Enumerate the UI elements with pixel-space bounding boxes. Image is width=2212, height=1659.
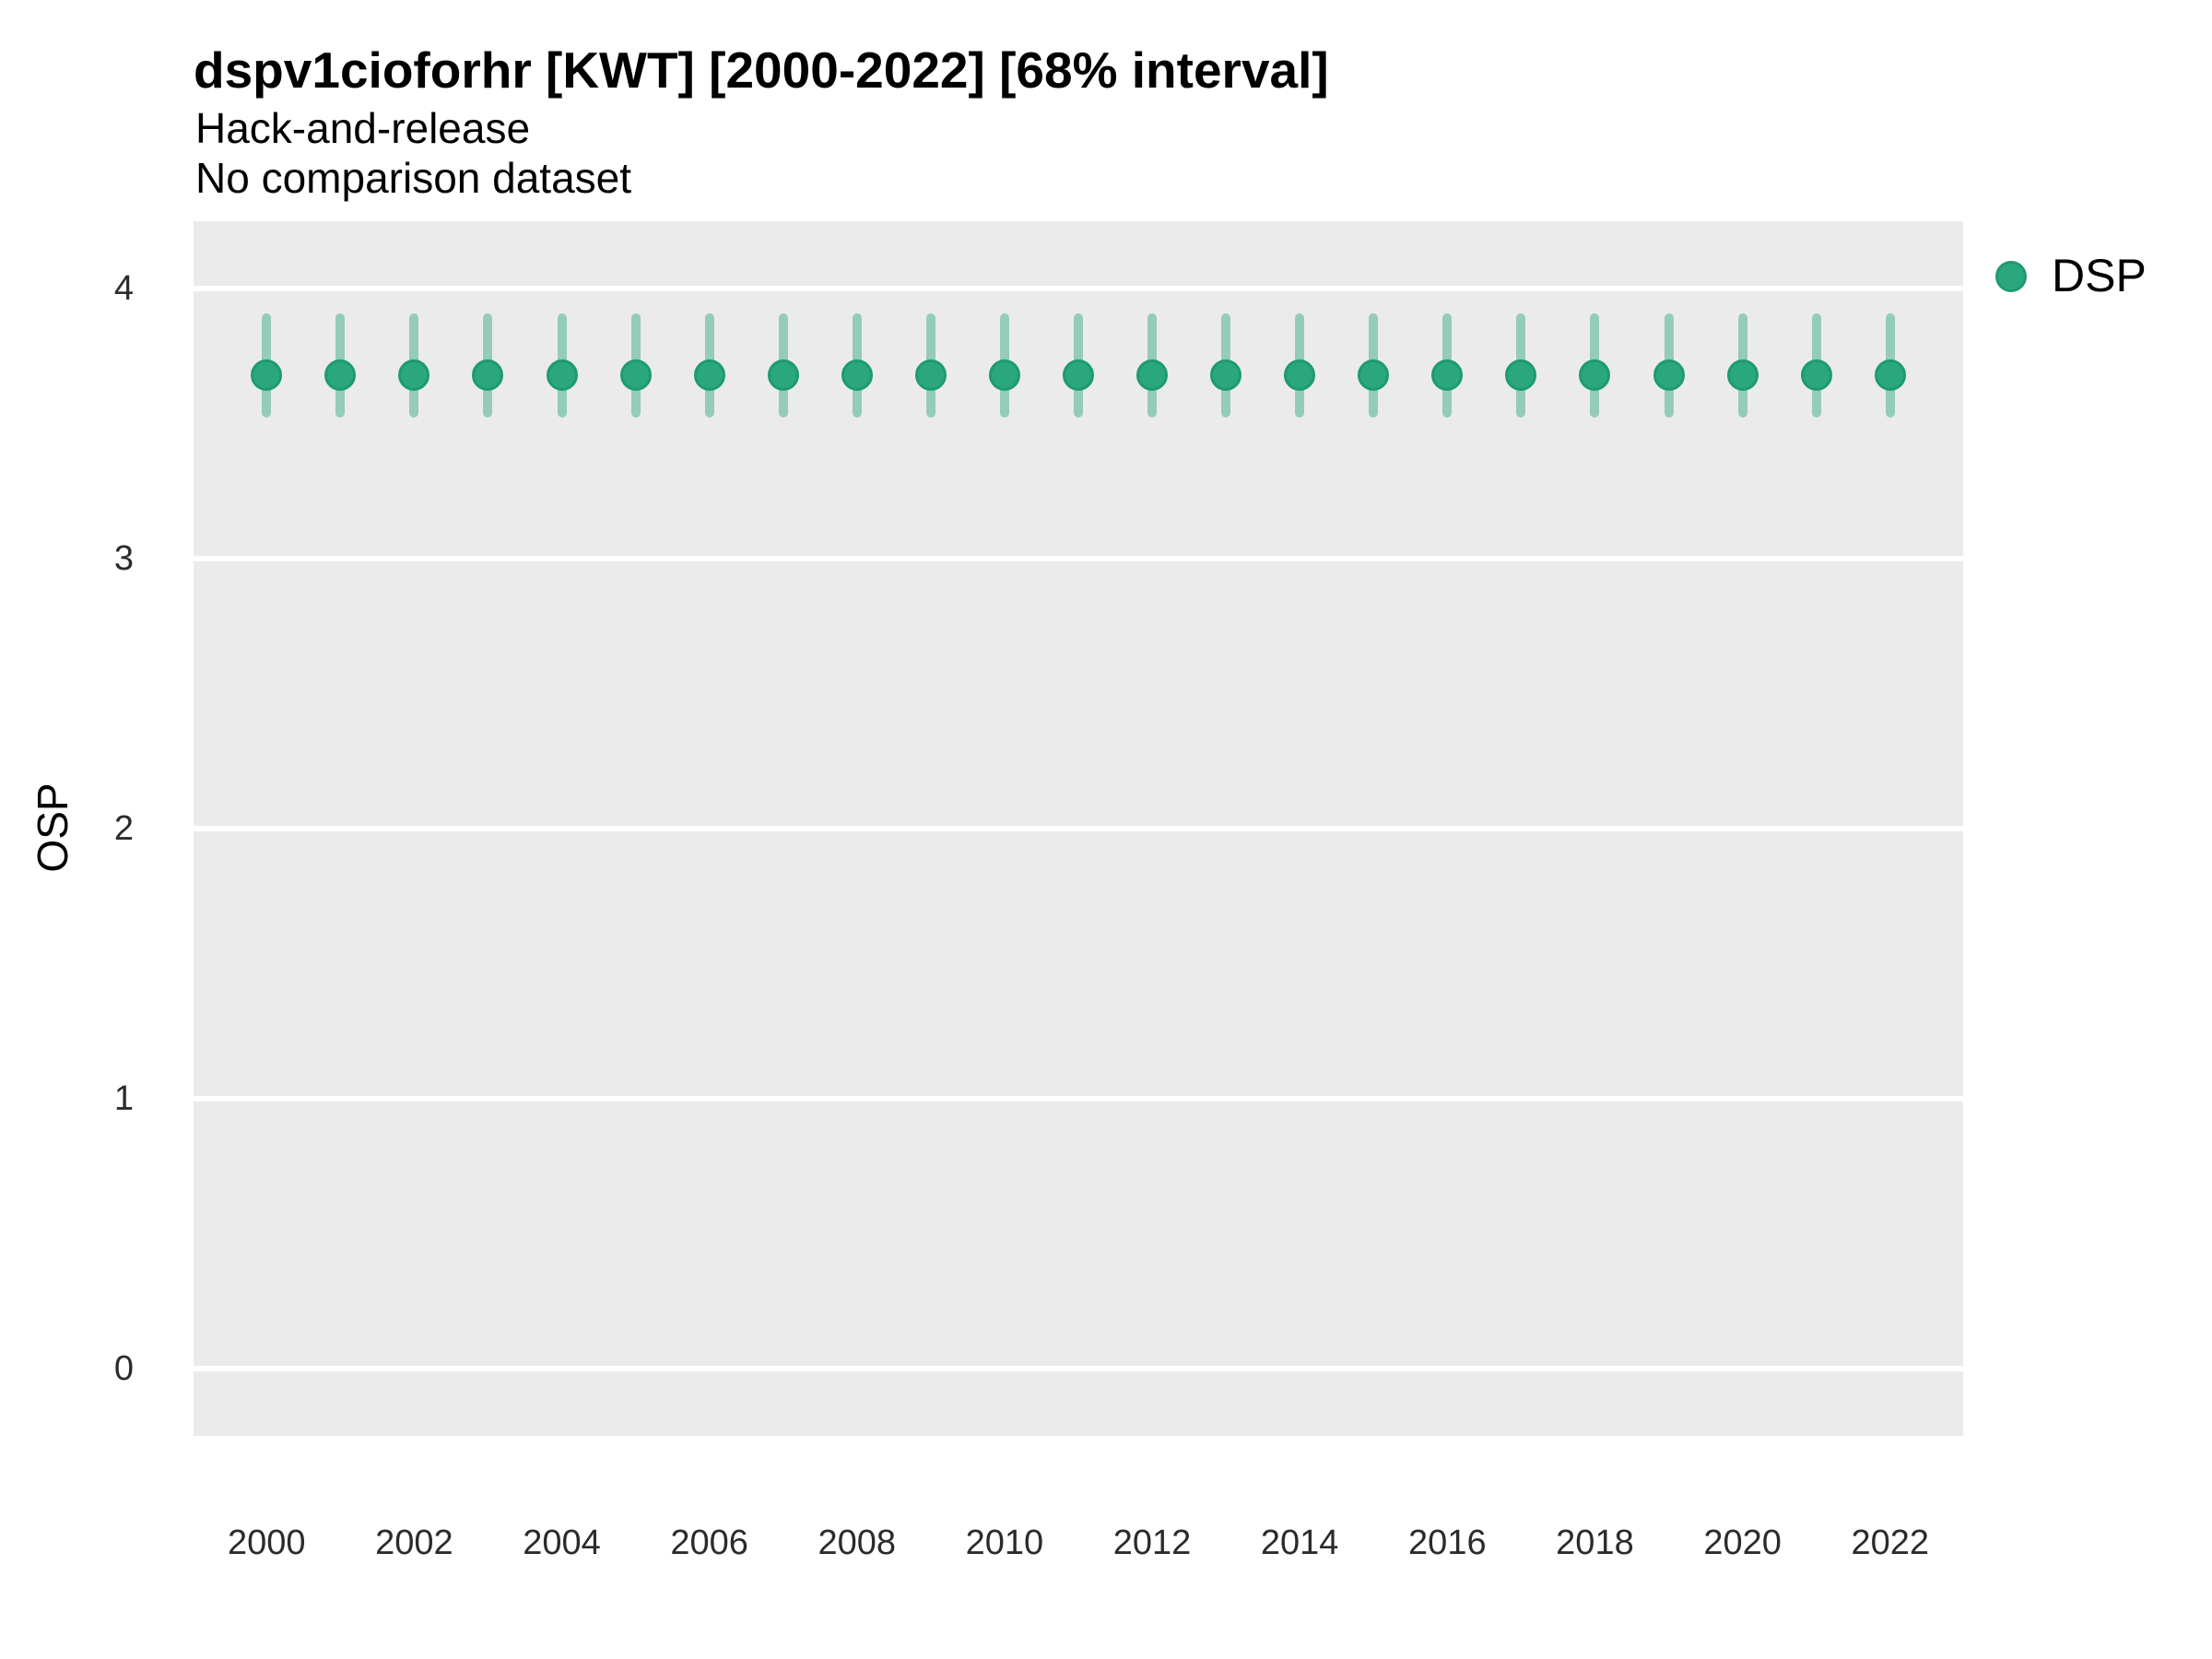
data-point-2022 [1874, 359, 1906, 391]
x-tick-label: 2002 [375, 1524, 453, 1562]
data-point-2007 [767, 359, 799, 391]
data-point-2006 [693, 359, 725, 391]
x-tick-label: 2014 [1260, 1524, 1339, 1562]
y-tick-label: 0 [113, 1348, 134, 1388]
data-point-2013 [1210, 359, 1242, 391]
x-tick-label: 2006 [670, 1524, 748, 1562]
data-point-2020 [1726, 359, 1759, 391]
legend-item-label: DSP [2052, 250, 2147, 301]
data-point-2014 [1284, 359, 1316, 391]
legend: DSP [1995, 250, 2212, 316]
y-tick-label: 1 [113, 1078, 134, 1118]
x-tick-label: 2020 [1703, 1524, 1782, 1562]
data-point-2019 [1653, 359, 1685, 391]
gridline-y-4 [194, 286, 1963, 292]
x-tick-label: 2022 [1851, 1524, 1929, 1562]
x-tick-label: 2010 [965, 1524, 1044, 1562]
x-tick-label: 2016 [1408, 1524, 1487, 1562]
plot-panel [194, 221, 1963, 1436]
x-tick-label: 2008 [818, 1524, 897, 1562]
chart-subtitle-line2: No comparison dataset [195, 154, 632, 202]
data-point-2016 [1431, 359, 1464, 391]
data-point-2011 [1063, 359, 1094, 391]
data-point-2017 [1505, 359, 1537, 391]
chart-title: dspv1cioforhr [KWT] [2000-2022] [68% int… [194, 41, 1329, 99]
x-tick-label: 2000 [227, 1524, 306, 1562]
data-point-2002 [398, 359, 430, 391]
x-tick-label: 2018 [1556, 1524, 1634, 1562]
data-point-2009 [914, 359, 947, 391]
data-point-2021 [1800, 359, 1832, 391]
chart-subtitle-line1: Hack-and-release [195, 104, 531, 152]
x-tick-label: 2004 [523, 1524, 601, 1562]
data-point-2008 [841, 359, 873, 391]
y-tick-label: 3 [113, 539, 134, 579]
data-point-2018 [1579, 359, 1611, 391]
legend-marker-circle-icon [1995, 261, 2027, 292]
gridline-y-0 [194, 1365, 1963, 1371]
y-tick-label: 2 [113, 809, 134, 848]
data-point-2001 [324, 359, 357, 391]
gridline-y-1 [194, 1095, 1963, 1101]
x-tick-label: 2012 [1112, 1524, 1192, 1562]
data-point-2003 [472, 359, 504, 391]
gridline-y-2 [194, 826, 1963, 831]
data-point-2012 [1136, 359, 1169, 391]
data-point-2005 [619, 359, 652, 391]
gridline-y-3 [194, 556, 1963, 562]
data-point-2000 [251, 359, 283, 391]
data-point-2010 [988, 359, 1020, 391]
data-point-2015 [1358, 359, 1390, 391]
y-tick-label: 4 [113, 269, 134, 309]
data-point-2004 [546, 359, 578, 391]
